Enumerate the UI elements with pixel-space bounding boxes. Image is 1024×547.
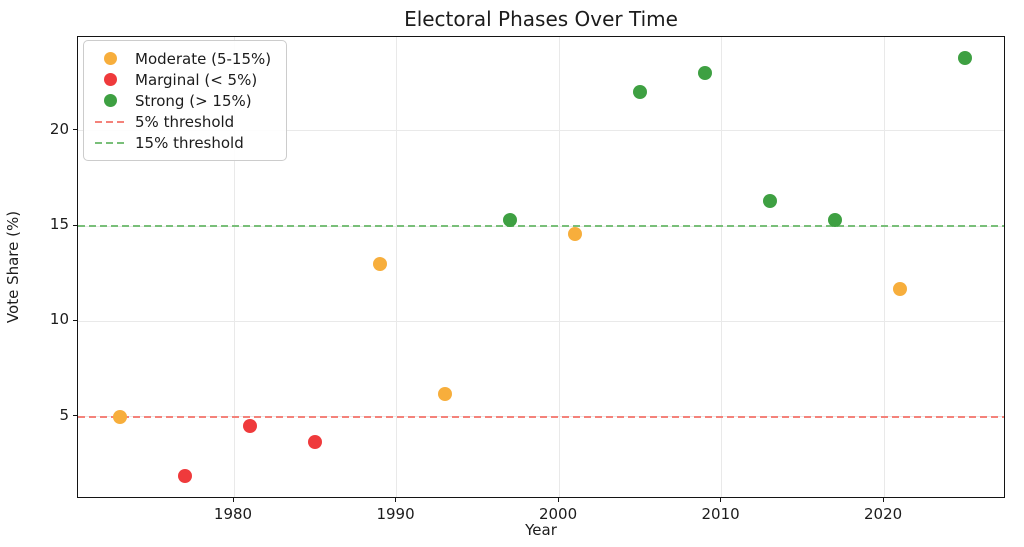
legend-item-label: Strong (> 15%): [135, 91, 252, 110]
x-gridline-1990: [396, 37, 398, 497]
data-point-1973: [113, 409, 128, 424]
legend-item-label: 5% threshold: [135, 112, 235, 131]
x-tick-mark-1990: [395, 498, 397, 502]
legend-marker-circle: [103, 52, 117, 65]
x-gridline-2010: [721, 37, 723, 497]
legend-marker-dashed-line: [95, 120, 125, 123]
legend-item: 15% threshold: [92, 132, 271, 153]
y-tick-label-20: 20: [49, 119, 69, 138]
y-tick-label-10: 10: [49, 310, 69, 329]
y-axis-label: Vote Share (%): [4, 210, 22, 324]
y-tick-label-15: 15: [49, 215, 69, 233]
legend-marker-circle: [103, 94, 117, 107]
data-point-2021: [893, 282, 908, 296]
x-tick-label-2000: 2000: [538, 505, 578, 523]
data-point-2025: [958, 51, 973, 65]
y-tick-mark-15: [73, 224, 77, 226]
x-gridline-2020: [883, 37, 885, 497]
x-tick-label-2020: 2020: [864, 505, 903, 523]
x-tick-mark-1980: [232, 498, 234, 502]
x-axis-label: Year: [525, 521, 557, 539]
legend-handle: [92, 73, 128, 86]
x-tick-label-1990: 1990: [376, 505, 415, 523]
x-gridline-1980: [233, 37, 235, 497]
chart-title: Electoral Phases Over Time: [404, 7, 678, 31]
legend-item: Moderate (5-15%): [92, 48, 271, 69]
legend-item-label: 15% threshold: [135, 133, 244, 152]
legend-item: 5% threshold: [92, 111, 271, 132]
data-point-2005: [633, 85, 648, 100]
x-tick-label-2010: 2010: [701, 505, 740, 523]
y-gridline-10: [78, 320, 1004, 322]
data-point-2001: [568, 226, 583, 241]
legend-item: Marginal (< 5%): [92, 69, 271, 90]
legend-handle: [92, 52, 128, 65]
x-tick-mark-2010: [720, 498, 722, 502]
data-point-2009: [698, 66, 713, 81]
y-tick-mark-20: [73, 129, 77, 131]
x-tick-label-1980: 1980: [213, 505, 253, 523]
legend-handle: [92, 94, 128, 107]
legend-handle: [92, 120, 128, 123]
legend: Moderate (5-15%) Marginal (< 5%) Strong (>…: [83, 40, 288, 161]
legend-item: Strong (> 15%): [92, 90, 271, 111]
y-gridline-20: [78, 130, 1004, 132]
y-tick-mark-10: [73, 319, 77, 321]
legend-item-label: Moderate (5-15%): [135, 49, 272, 68]
data-point-1977: [178, 469, 193, 484]
data-point-1981: [243, 419, 258, 434]
data-point-1985: [308, 434, 323, 449]
data-point-1989: [373, 257, 388, 272]
legend-handle: [92, 141, 128, 144]
data-point-1997: [503, 213, 518, 228]
legend-marker-circle: [103, 73, 117, 86]
legend-item-label: Marginal (< 5%): [135, 70, 258, 89]
data-point-1993: [438, 387, 453, 401]
x-tick-mark-2020: [882, 498, 884, 502]
legend-marker-dashed-line: [95, 141, 125, 144]
x-gridline-2000: [558, 37, 560, 497]
y-tick-label-5: 5: [59, 405, 69, 424]
data-point-2017: [828, 213, 843, 228]
data-point-2013: [763, 194, 778, 209]
threshold-line-15: [78, 225, 1004, 227]
y-tick-mark-5: [73, 415, 77, 417]
threshold-line-5: [78, 415, 1004, 418]
x-tick-mark-2000: [557, 498, 559, 502]
